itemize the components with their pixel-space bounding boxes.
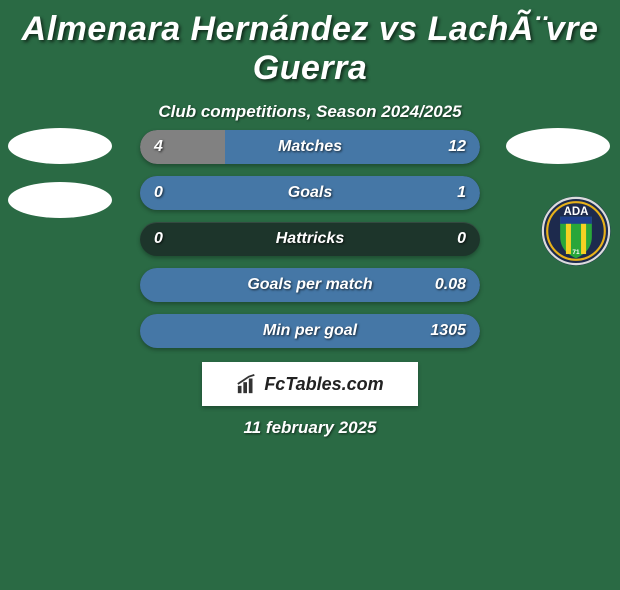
stat-label: Hattricks xyxy=(140,222,480,256)
chart-icon xyxy=(236,373,258,395)
stat-rows: 412Matches 01Goals 00Hattricks 0.08Goals pe… xyxy=(140,130,480,360)
avatar-placeholder xyxy=(506,128,610,164)
stat-label: Matches xyxy=(140,130,480,164)
avatar-placeholder xyxy=(8,128,112,164)
brand-text: FcTables.com xyxy=(264,374,383,395)
stat-row: 00Hattricks xyxy=(140,222,480,256)
brand-box[interactable]: FcTables.com xyxy=(202,362,418,406)
stat-label: Goals per match xyxy=(140,268,480,302)
page-title: Almenara Hernández vs LachÃ¨vre Guerra xyxy=(0,10,620,88)
svg-text:ADA: ADA xyxy=(564,206,590,218)
stat-row: 412Matches xyxy=(140,130,480,164)
club-badge: ADA 71 xyxy=(540,195,612,272)
club-badge-icon: ADA 71 xyxy=(540,195,612,267)
subtitle: Club competitions, Season 2024/2025 xyxy=(0,102,620,122)
date-line: 11 february 2025 xyxy=(0,418,620,438)
stat-row: 1305Min per goal xyxy=(140,314,480,348)
svg-text:71: 71 xyxy=(572,249,580,256)
stat-row: 01Goals xyxy=(140,176,480,210)
avatar-placeholder xyxy=(8,182,112,218)
stat-label: Goals xyxy=(140,176,480,210)
left-player-avatars xyxy=(8,128,112,236)
right-player-avatar xyxy=(506,128,610,182)
stat-label: Min per goal xyxy=(140,314,480,348)
stat-row: 0.08Goals per match xyxy=(140,268,480,302)
